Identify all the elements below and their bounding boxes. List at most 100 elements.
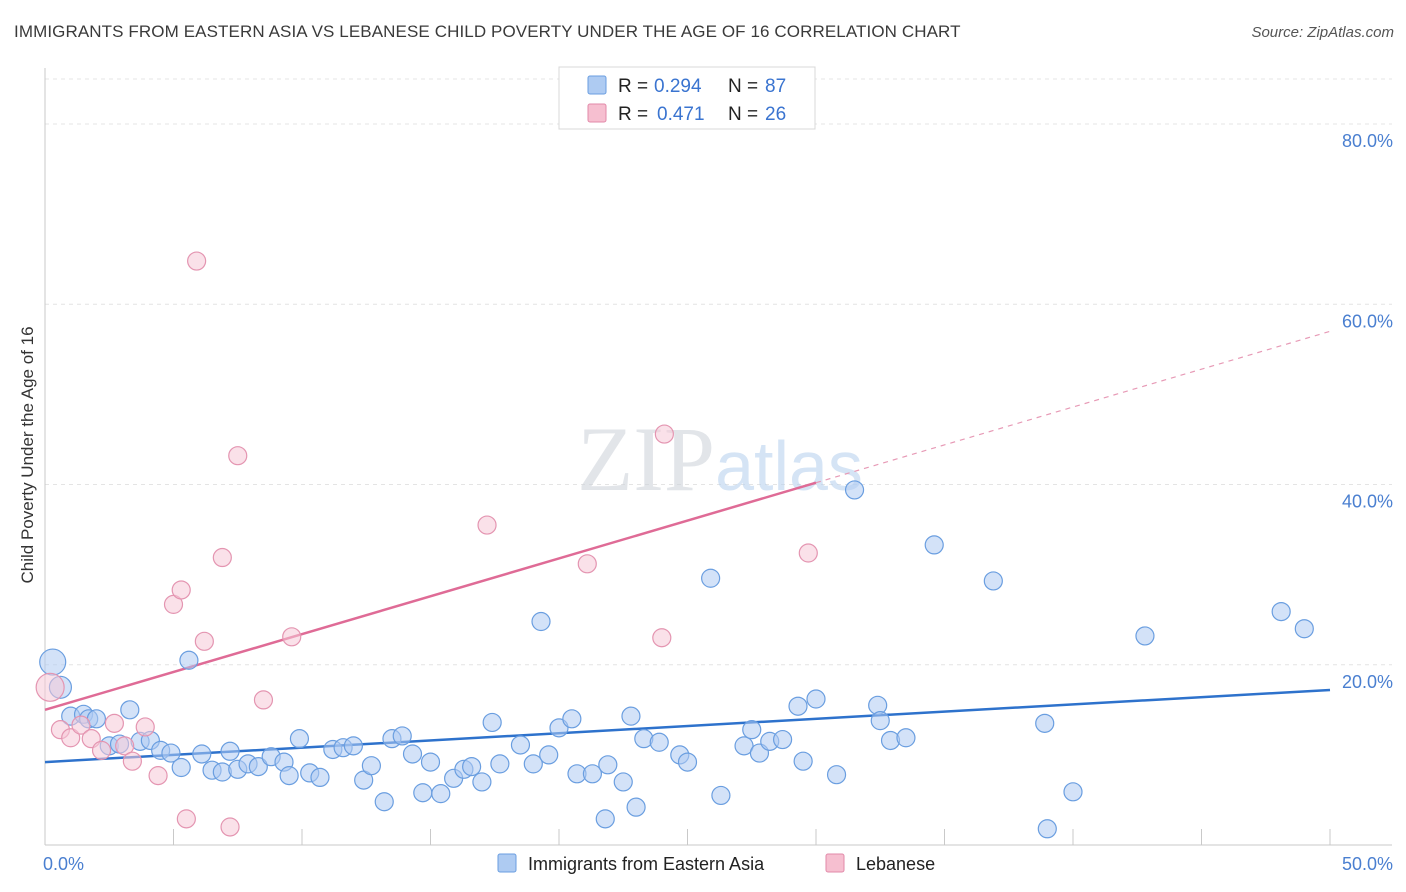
point-eastern-asia-76 [870,711,890,731]
point-eastern-asia-57 [621,706,641,726]
point-eastern-asia-14 [179,650,199,670]
point-eastern-asia-42 [462,756,482,777]
point-eastern-asia-82 [1037,819,1057,839]
point-eastern-asia-8 [120,700,140,720]
point-eastern-asia-65 [734,736,754,756]
point-eastern-asia-38 [420,752,441,772]
point-eastern-asia-80 [983,571,1003,591]
point-lebanese-15 [194,631,214,651]
point-eastern-asia-12 [161,743,181,763]
point-eastern-asia-51 [562,709,582,729]
point-eastern-asia-85 [1271,601,1291,622]
trend-line-blue [44,688,1331,764]
point-lebanese-2 [61,728,81,748]
point-eastern-asia-18 [220,741,240,761]
point-lebanese-8 [122,751,142,771]
point-eastern-asia-60 [649,732,669,752]
y-tick-label-0: 20.0% [1342,672,1393,692]
legend-n-label-0: N = [728,76,758,97]
bottom-legend-label-0: Immigrants from Eastern Asia [528,854,765,874]
point-lebanese-13 [176,809,196,829]
y-tick-label-1: 40.0% [1342,492,1393,512]
tick-labels: 20.0% 40.0% 60.0% 80.0% 0.0% 50.0% [43,131,1393,874]
point-lebanese-19 [253,690,274,710]
point-eastern-asia-74 [844,480,865,500]
point-eastern-asia-83 [1063,782,1083,802]
point-eastern-asia-43 [472,772,492,792]
point-eastern-asia-64 [711,785,731,806]
point-eastern-asia-86 [1294,619,1314,639]
watermark: ZIPatlas [577,408,863,510]
point-lebanese-24 [652,628,672,648]
point-eastern-asia-44 [482,712,502,733]
point-eastern-asia-55 [598,755,618,775]
point-lebanese-23 [654,424,674,444]
point-eastern-asia-35 [392,726,412,746]
point-eastern-asia-15 [192,744,212,764]
point-eastern-asia-37 [413,783,433,803]
point-lebanese-6 [104,713,124,733]
legend-n-value-1: 26 [765,104,786,125]
point-eastern-asia-25 [289,729,310,749]
watermark-zip: ZIP [577,408,715,510]
point-lebanese-9 [135,717,155,737]
point-eastern-asia-33 [374,792,394,812]
point-lebanese-12 [171,580,191,600]
point-eastern-asia-79 [924,535,944,555]
legend: R = 0.294 N = 87 R = 0.471 N = 26 [558,66,816,130]
bottom-legend-swatch-pink [825,853,845,873]
point-lebanese-3 [71,715,91,735]
point-eastern-asia-66 [742,720,762,740]
point-lebanese-10 [148,766,168,786]
point-lebanese-18 [228,446,248,466]
legend-r-label-0: R = [618,76,648,97]
point-eastern-asia-56 [613,772,633,792]
bottom-legend-swatch-blue [497,853,517,873]
point-eastern-asia-73 [826,765,847,785]
bottom-legend: Immigrants from Eastern Asia Lebanese [497,853,935,874]
x-tick-label-0: 0.0% [43,854,84,874]
legend-r-value-0: 0.294 [654,76,702,97]
point-eastern-asia-39 [431,784,451,804]
point-lebanese-14 [187,251,207,271]
point-eastern-asia-53 [582,764,603,784]
watermark-atlas: atlas [715,427,863,505]
point-lebanese-16 [212,547,232,568]
point-lebanese-17 [220,817,240,837]
point-eastern-asia-13 [171,757,191,778]
legend-r-label-1: R = [618,104,648,125]
y-tick-label-2: 60.0% [1342,311,1393,331]
axes [44,68,1392,846]
point-eastern-asia-27 [310,767,330,788]
point-eastern-asia-78 [896,728,916,748]
point-lebanese-5 [91,740,112,760]
data-points [35,251,1314,839]
chart-title: IMMIGRANTS FROM EASTERN ASIA VS LEBANESE… [14,22,961,41]
point-eastern-asia-32 [361,756,381,776]
y-axis-label: Child Poverty Under the Age of 16 [18,326,37,583]
legend-swatch-blue [587,75,607,95]
legend-n-value-0: 87 [765,76,786,97]
point-eastern-asia-62 [677,752,698,772]
point-eastern-asia-48 [531,611,551,632]
legend-n-label-1: N = [728,104,758,125]
point-lebanese-22 [577,554,597,574]
point-eastern-asia-47 [523,754,543,774]
legend-swatch-pink [587,103,607,123]
point-eastern-asia-58 [626,797,646,817]
point-eastern-asia-63 [701,568,721,588]
point-lebanese-20 [282,627,302,647]
point-eastern-asia-46 [510,735,531,755]
point-eastern-asia-49 [539,745,559,765]
legend-r-value-1: 0.471 [657,104,705,125]
point-eastern-asia-71 [793,751,813,771]
point-lebanese-7 [115,736,135,756]
point-eastern-asia-30 [343,736,363,756]
point-eastern-asia-70 [788,696,808,716]
trend-line-pink [44,481,817,712]
point-eastern-asia-72 [806,689,826,709]
point-lebanese-21 [477,515,497,535]
trend-lines [44,330,1331,764]
point-eastern-asia-0 [39,648,67,676]
